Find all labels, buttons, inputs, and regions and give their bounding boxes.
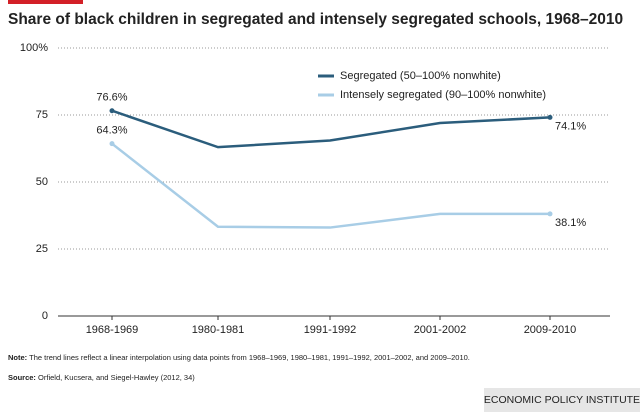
- value-label: 76.6%: [96, 92, 127, 104]
- series-line: [111, 109, 551, 149]
- x-tick-label: 1980-1981: [192, 324, 245, 336]
- y-tick-label: 50: [36, 176, 48, 188]
- y-tick-label: 0: [42, 310, 48, 322]
- point: [109, 141, 115, 147]
- y-tick-label: 25: [36, 243, 48, 255]
- value-label: 74.1%: [555, 120, 586, 132]
- series-line: [111, 142, 550, 229]
- point: [547, 114, 553, 120]
- point: [547, 211, 553, 217]
- note-label: Note:: [8, 353, 27, 362]
- legend-label: Segregated (50–100% nonwhite): [340, 70, 501, 82]
- chart-title: Share of black children in segregated an…: [8, 11, 623, 28]
- x-tick-label: 1991-1992: [304, 324, 357, 336]
- value-label: 38.1%: [555, 217, 586, 229]
- source-text: Orfield, Kucsera, and Siegel-Hawley (201…: [38, 373, 195, 382]
- x-tick-label: 2001-2002: [414, 324, 467, 336]
- accent-bar: [8, 0, 83, 4]
- note: Note: The trend lines reflect a linear i…: [8, 353, 470, 362]
- source-label: Source:: [8, 373, 36, 382]
- value-label: 64.3%: [96, 125, 127, 137]
- source: Source: Orfield, Kucsera, and Siegel-Haw…: [8, 373, 195, 382]
- point: [109, 108, 115, 114]
- credit-box: [484, 388, 640, 412]
- y-tick-label: 100%: [20, 42, 48, 54]
- legend-label: Intensely segregated (90–100% nonwhite): [340, 89, 546, 101]
- credit: ECONOMIC POLICY INSTITUTE: [484, 394, 640, 406]
- x-tick-label: 1968-1969: [86, 324, 139, 336]
- x-tick-label: 2009-2010: [524, 324, 577, 336]
- y-tick-label: 75: [36, 109, 48, 121]
- note-text: The trend lines reflect a linear interpo…: [29, 353, 470, 362]
